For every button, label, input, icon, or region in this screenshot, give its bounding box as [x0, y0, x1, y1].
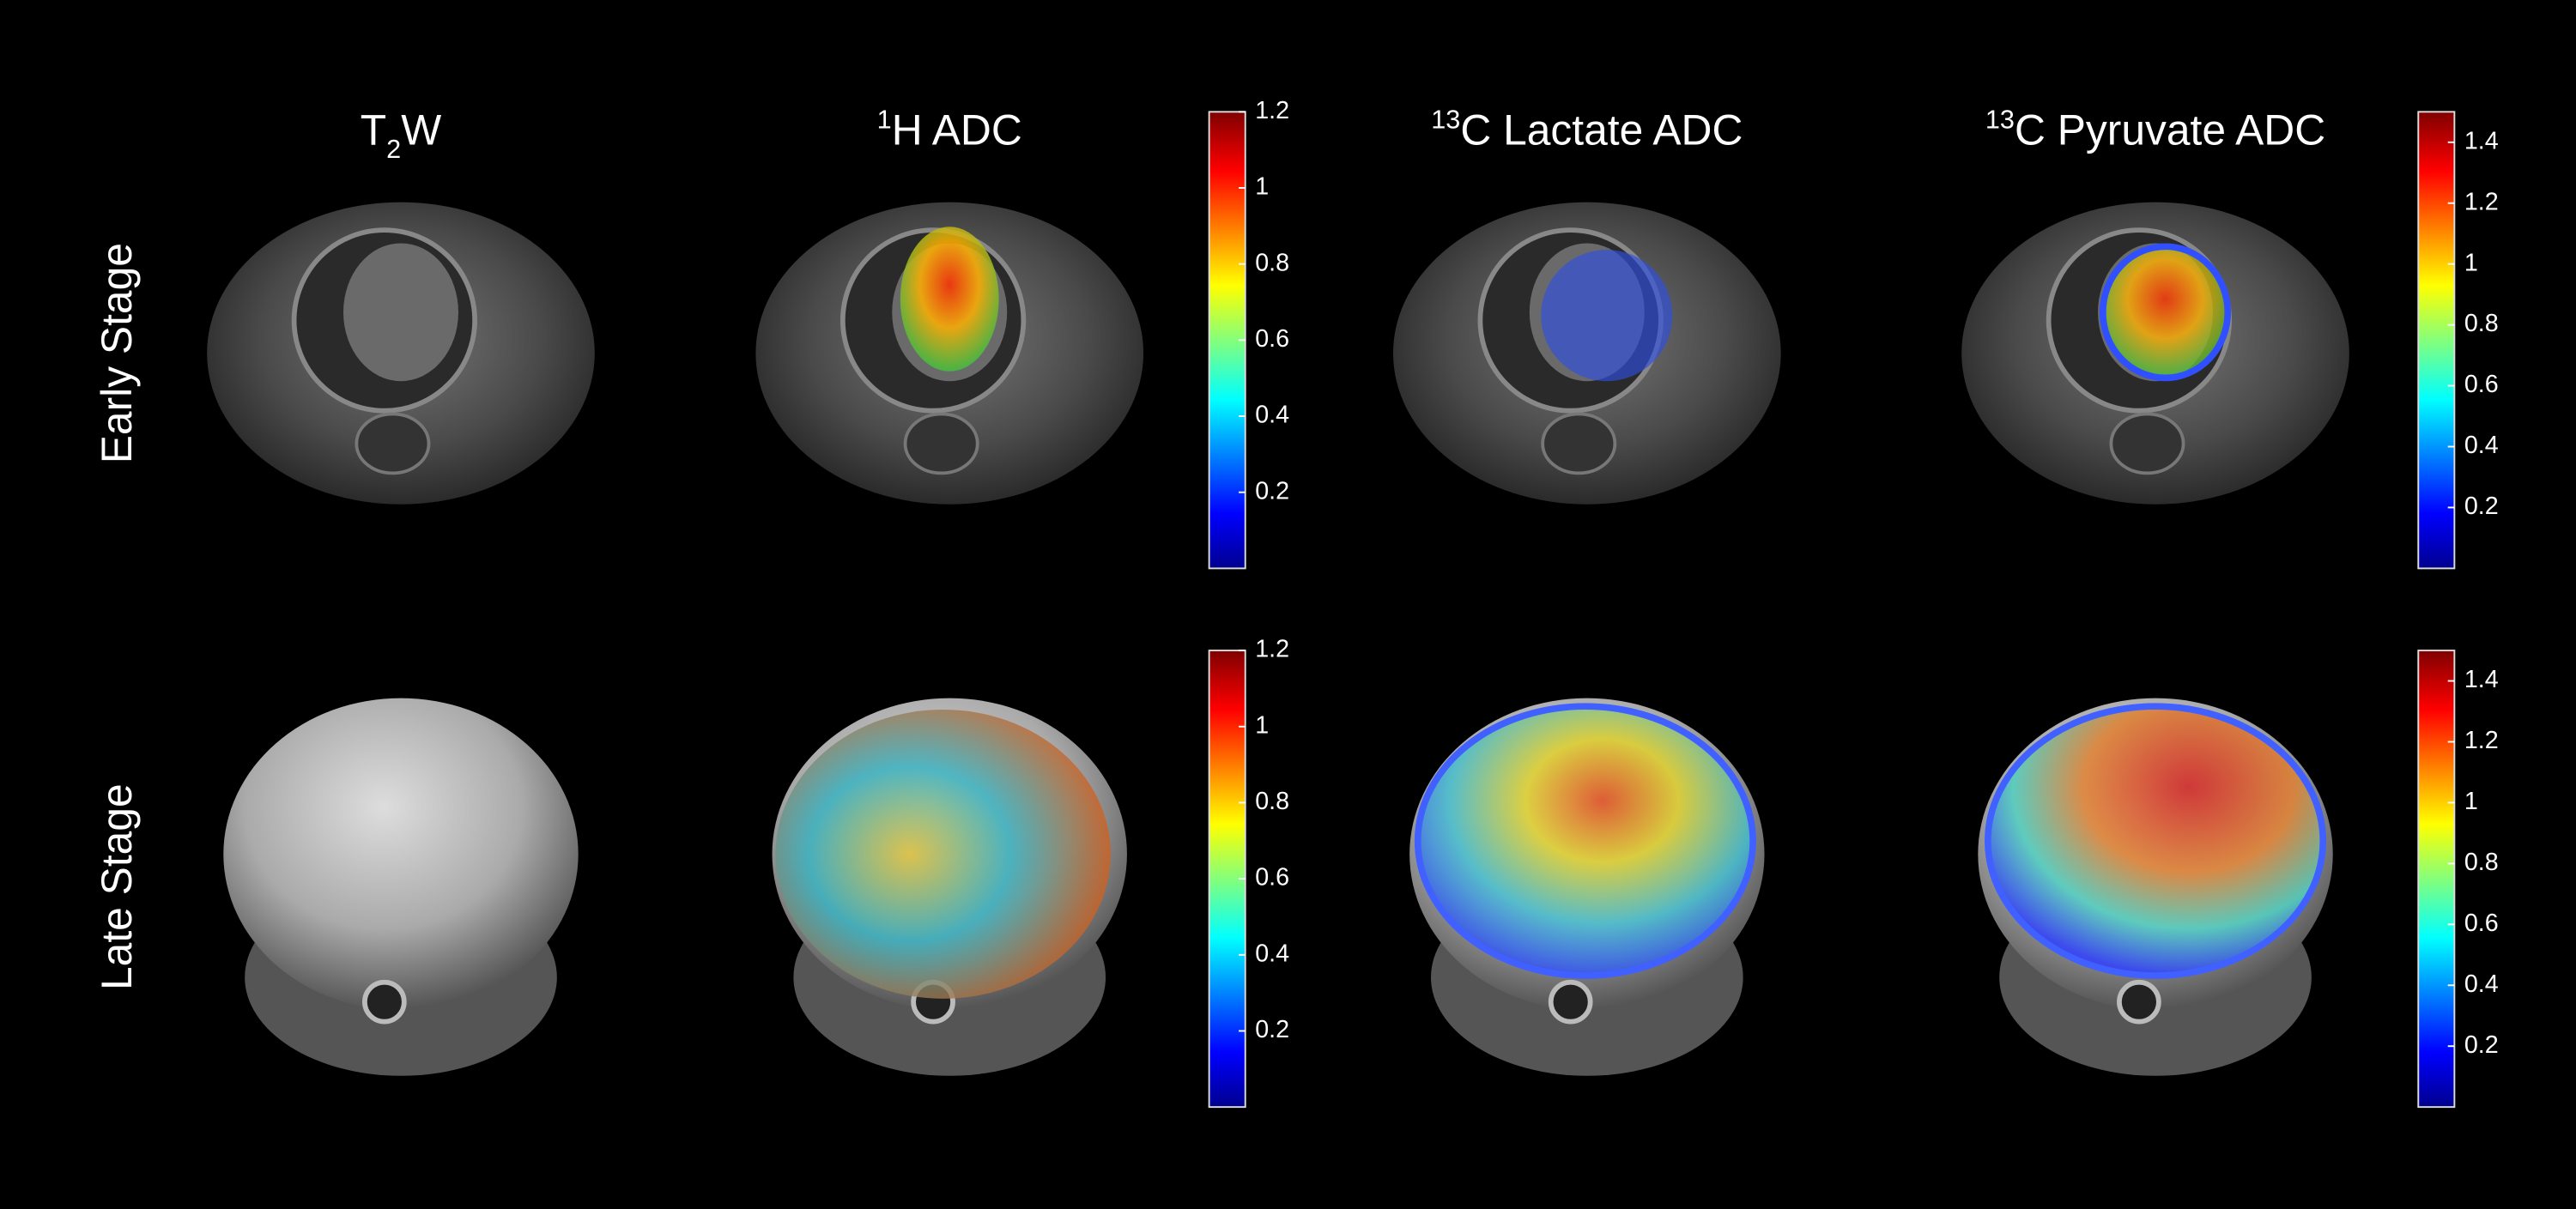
colorbar-tick-label: 0.2: [1255, 477, 1289, 505]
mri-image: [755, 202, 1144, 505]
title-part: 13: [1985, 105, 2015, 134]
colorbar: [2417, 650, 2456, 1109]
colorbar-tick-label: 0.8: [2464, 310, 2499, 337]
mri-image: [1978, 698, 2333, 1076]
colorbar-tick-label: 1: [2464, 788, 2478, 815]
column-title: 13C Lactate ADC: [1431, 105, 1743, 154]
spine: [903, 412, 979, 475]
spine: [2109, 412, 2185, 475]
title-part: T: [361, 106, 386, 154]
colorbar: [2417, 111, 2456, 570]
colorbar-tick-label: 0.4: [2464, 970, 2499, 998]
spine: [2117, 979, 2161, 1025]
colorbar-tick-label: 1.4: [2464, 127, 2499, 154]
colorbar-tick-label: 0.8: [1255, 788, 1289, 815]
colorbar-tick-label: 1.2: [1255, 97, 1289, 124]
mri-image: [223, 698, 579, 1076]
colorbar-tick-label: 1: [1255, 173, 1269, 201]
mri-image: [772, 698, 1127, 1076]
spine: [1541, 412, 1617, 475]
row-label: Late Stage: [93, 783, 141, 990]
colorbar-tick-label: 1: [1255, 711, 1269, 739]
colorbar-tick-label: 0.6: [2464, 371, 2499, 398]
title-part: 2: [386, 135, 401, 164]
overlay: [2099, 243, 2232, 382]
title-part: C Lactate ADC: [1460, 106, 1743, 154]
column-title: T2W: [361, 106, 441, 164]
overlay: [1984, 703, 2327, 979]
colorbar-tick-label: 0.6: [1255, 325, 1289, 353]
colorbar-tick-label: 1.2: [2464, 727, 2499, 754]
colorbar-tick-label: 0.4: [1255, 402, 1289, 429]
title-part: C Pyruvate ADC: [2015, 106, 2325, 154]
tissue: [343, 243, 458, 382]
title-part: 13: [1431, 105, 1460, 134]
overlay: [1414, 703, 1756, 979]
colorbar-tick-label: 0.8: [1255, 249, 1289, 276]
colorbar-tick-label: 0.2: [1255, 1016, 1289, 1043]
title-part: 1: [877, 105, 892, 134]
title-part: W: [401, 106, 441, 154]
title-part: H ADC: [892, 106, 1022, 154]
column-title: 1H ADC: [877, 105, 1022, 154]
column-title: 13C Pyruvate ADC: [1985, 105, 2325, 154]
mri-image: [1409, 698, 1765, 1076]
mri-image: [1392, 202, 1781, 505]
colorbar-tick-label: 0.4: [2464, 432, 2499, 459]
colorbar-tick-label: 1.2: [1255, 636, 1289, 663]
mri-image: [1961, 202, 2349, 505]
spine: [1548, 979, 1593, 1025]
mri-image: [207, 202, 595, 505]
overlay: [1541, 250, 1673, 382]
spine: [355, 412, 431, 475]
colorbar-tick-label: 0.2: [2464, 493, 2499, 520]
colorbar-tick-label: 0.2: [2464, 1031, 2499, 1059]
colorbar-tick-label: 1.2: [2464, 188, 2499, 215]
row-label: Early Stage: [93, 243, 141, 463]
overlay: [900, 227, 999, 372]
tumor: [223, 698, 579, 1011]
colorbar-tick-label: 0.6: [2464, 910, 2499, 937]
colorbar-tick-label: 0.8: [2464, 849, 2499, 876]
colorbar-tick-label: 0.6: [1255, 864, 1289, 892]
spine: [362, 979, 407, 1025]
overlay: [775, 709, 1111, 999]
colorbar-tick-label: 1.4: [2464, 666, 2499, 693]
colorbar-tick-label: 0.4: [1255, 940, 1289, 967]
colorbar-tick-label: 1: [2464, 249, 2478, 276]
